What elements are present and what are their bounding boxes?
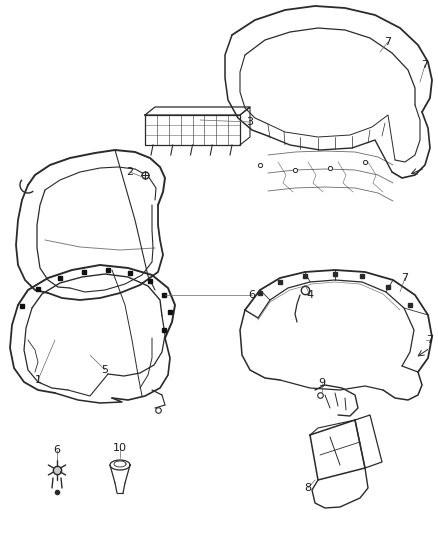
Text: 1: 1 bbox=[35, 375, 42, 385]
Text: 7: 7 bbox=[427, 335, 434, 345]
Text: 7: 7 bbox=[385, 37, 392, 47]
Text: 7: 7 bbox=[402, 273, 409, 283]
Text: 9: 9 bbox=[318, 378, 325, 388]
Text: 10: 10 bbox=[113, 443, 127, 453]
Text: 7: 7 bbox=[421, 60, 428, 70]
Text: 6: 6 bbox=[248, 290, 255, 300]
Text: 2: 2 bbox=[127, 167, 134, 177]
Text: 8: 8 bbox=[304, 483, 311, 493]
Text: 3: 3 bbox=[247, 117, 254, 127]
Text: 4: 4 bbox=[307, 290, 314, 300]
Text: 5: 5 bbox=[102, 365, 109, 375]
Text: 6: 6 bbox=[53, 445, 60, 455]
